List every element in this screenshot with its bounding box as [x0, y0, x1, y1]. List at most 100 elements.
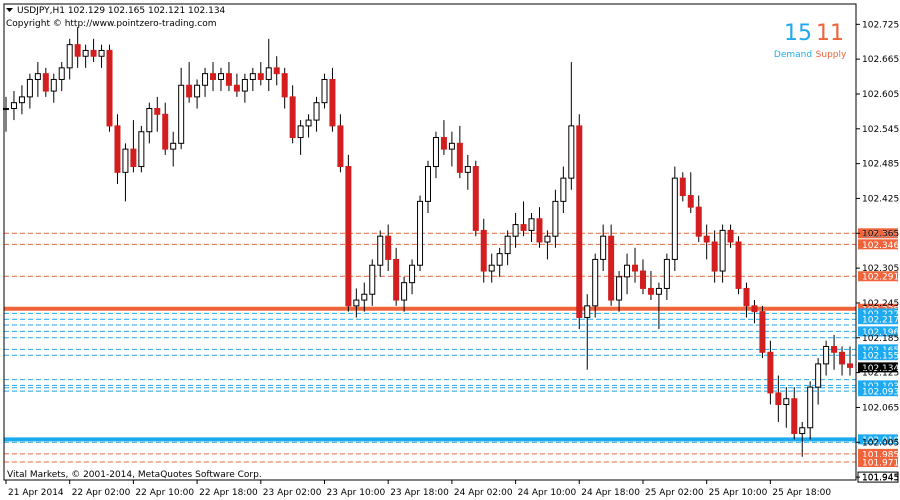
candle-body-85: [679, 177, 686, 197]
candle-body-33: [265, 67, 272, 80]
candle-body-84: [671, 177, 678, 260]
candle-body-86: [687, 195, 694, 208]
candle-body-90: [719, 229, 726, 272]
candle-body-53: [425, 166, 431, 202]
zone-lines-layer: [4, 232, 856, 463]
price-tag-box-12: [858, 434, 898, 445]
candle-22: [178, 67, 185, 150]
candle-54: [432, 131, 439, 179]
candle-64: [512, 212, 519, 248]
axes-layer: [3, 3, 857, 481]
footer-text: Vital Markets, © 2001-2014, MetaQuotes S…: [7, 470, 262, 480]
candle-84: [671, 166, 678, 272]
candle-5: [42, 67, 49, 97]
price-tag-box-5: [858, 314, 898, 325]
candle-body-83: [663, 258, 670, 289]
candle-body-60: [480, 229, 487, 272]
candle-body-57: [456, 142, 463, 173]
candle-body-66: [528, 218, 535, 231]
candle-body-13: [106, 49, 113, 127]
candle-body-52: [417, 200, 424, 266]
price-tag-6: 102.196: [858, 326, 899, 338]
candle-45: [361, 282, 368, 312]
candle-body-51: [409, 264, 416, 284]
candle-body-11: [90, 49, 97, 57]
candle-31: [249, 67, 256, 92]
price-tag-box-4: [858, 308, 898, 319]
candle-37: [297, 120, 304, 155]
price-tag-8: 102.155: [858, 350, 899, 362]
candle-body-91: [727, 229, 734, 243]
y-tick-label-7: 102.305: [862, 264, 899, 274]
candle-body-61: [488, 264, 495, 272]
candle-body-50: [401, 282, 408, 301]
price-tag-text-13: 101.985: [862, 450, 899, 460]
candle-14: [114, 114, 121, 184]
candle-17: [138, 125, 145, 173]
candle-93: [743, 282, 750, 318]
candle-body-49: [393, 258, 400, 301]
x-tick-label-6: 23 Apr 18:00: [390, 488, 449, 498]
candle-body-81: [647, 287, 654, 295]
candle-66: [528, 212, 535, 242]
candle-77: [616, 271, 623, 312]
candle-body-14: [114, 125, 121, 173]
candle-body-88: [703, 235, 710, 243]
candle-body-2: [18, 96, 25, 104]
candle-53: [425, 160, 431, 213]
zone-counters: 15 11 Demand Supply: [774, 21, 847, 60]
x-tick-label-2: 22 Apr 10:00: [135, 488, 194, 498]
price-tag-box-1: [858, 239, 898, 250]
candle-38: [305, 114, 312, 138]
candle-8: [66, 38, 73, 80]
supply-label: Supply: [816, 50, 847, 60]
price-tag-box-13: [858, 448, 898, 459]
candle-63: [504, 230, 511, 266]
candle-95: [759, 305, 766, 359]
candle-body-106: [847, 363, 853, 368]
candle-body-40: [321, 78, 328, 104]
y-tick-label-2: 102.605: [862, 90, 899, 100]
candle-33: [265, 38, 272, 92]
price-tag-text-12: 102.010: [862, 436, 899, 446]
price-tag-box-0: [858, 228, 898, 239]
candle-55: [440, 120, 447, 155]
candle-79: [632, 247, 639, 283]
price-tag-9: 102.134: [858, 362, 899, 374]
candle-59: [472, 160, 479, 237]
candle-104: [831, 334, 838, 370]
y-tick-label-11: 102.065: [862, 403, 899, 413]
candle-body-37: [297, 125, 304, 139]
candle-body-26: [210, 73, 217, 80]
candle-56: [448, 131, 455, 167]
candle-body-42: [337, 125, 344, 168]
candle-72: [576, 114, 583, 330]
candle-92: [735, 236, 742, 295]
candles-layer: [3, 27, 853, 457]
candle-39: [313, 96, 320, 132]
y-tick-label-10: 102.125: [862, 369, 899, 379]
candle-67: [536, 207, 543, 248]
candle-body-62: [496, 253, 503, 266]
candle-body-68: [544, 235, 551, 243]
candle-body-27: [217, 73, 224, 80]
candle-body-4: [34, 73, 41, 80]
x-tick-label-9: 24 Apr 18:00: [581, 488, 640, 498]
candle-body-67: [536, 218, 543, 243]
candle-62: [496, 247, 503, 277]
candle-9: [74, 27, 81, 68]
candle-27: [217, 67, 224, 92]
candle-91: [727, 224, 734, 248]
candle-body-1: [10, 102, 17, 109]
x-axis-ticks: 21 Apr 2014 22 Apr 02:00 22 Apr 10:00 22 Ap…: [5, 480, 831, 498]
candle-body-58: [464, 166, 471, 173]
demand-count: 15: [784, 21, 812, 46]
dropdown-triangle-icon[interactable]: [6, 8, 13, 12]
x-tick-label-4: 23 Apr 02:00: [263, 488, 322, 498]
candle-body-46: [369, 264, 376, 295]
candle-98: [783, 387, 790, 428]
price-tag-box-2: [858, 271, 898, 282]
candle-26: [210, 62, 217, 92]
price-tag-text-11: 102.093: [862, 388, 899, 398]
candle-88: [703, 224, 710, 260]
